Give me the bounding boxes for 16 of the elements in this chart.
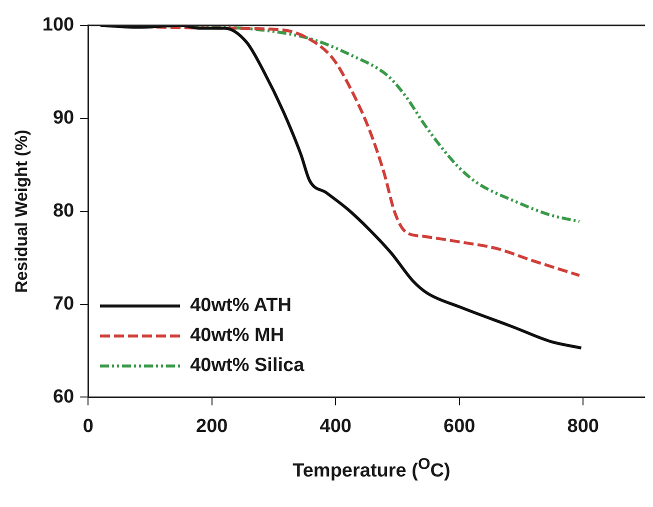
y-tick-label: 70 [52, 293, 74, 314]
legend-label: 40wt% ATH [190, 295, 292, 318]
y-axis-title: Residual Weight (%) [12, 130, 31, 293]
legend-label: 40wt% MH [190, 325, 284, 348]
legend-label: 40wt% Silica [190, 355, 304, 378]
x-tick-label: 800 [567, 416, 599, 437]
line-series [98, 25, 583, 350]
x-axis-title: Temperature ($^{O}$C) [292, 456, 452, 482]
x-tick-label: 400 [320, 416, 352, 437]
y-tick-label: 80 [52, 200, 74, 222]
x-tick-label: 600 [444, 416, 476, 437]
x-tick-label: 0 [82, 416, 94, 437]
y-tick-label: 90 [52, 108, 74, 129]
y-tick-label: 100 [42, 14, 74, 36]
x-tick-label: 200 [196, 416, 228, 437]
y-tick-label: 60 [52, 386, 74, 408]
